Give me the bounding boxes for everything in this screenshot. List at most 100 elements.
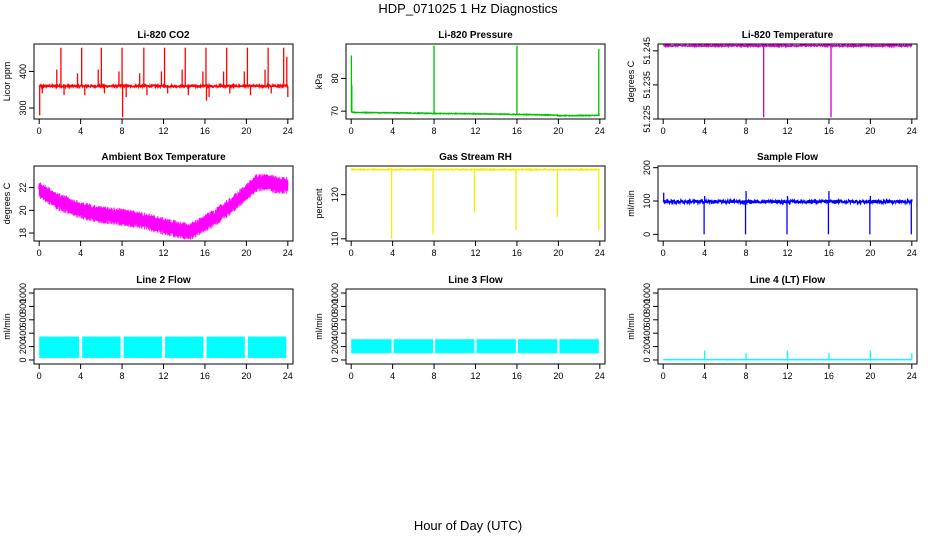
x-tick-label: 16 [512,248,522,258]
panel-title: Sample Flow [757,152,818,163]
panel-line-3-flow: Line 3 Flow ml/min 0 4 8 12 16 20 24 0 20040060080… [314,275,606,381]
x-tick-label: 8 [120,126,125,136]
panel-title: Li-820 CO2 [137,30,190,41]
x-tick-label: 8 [120,248,125,258]
series-line [350,167,601,172]
y-tick-label: 51.225 [642,105,652,133]
x-tick-label: 24 [283,126,293,136]
x-tick-label: 12 [782,248,792,258]
x-tick-label: 8 [432,248,437,258]
data-area [38,173,289,240]
panel-title: Gas Stream RH [439,152,512,163]
flow-band-segment [476,339,516,354]
flow-band-segment [393,339,434,354]
x-tick-label: 0 [37,248,42,258]
x-tick-label: 12 [158,126,168,136]
x-tick-label: 4 [390,248,395,258]
panel-gas-stream-rh: Gas Stream RH percent 0 4 8 12 16 20 24 110 120 [314,152,606,258]
x-tick-label: 16 [824,248,834,258]
flow-band-segment [82,336,121,358]
y-tick-label: 200 [330,339,340,354]
y-axis-label: Licor ppm [2,62,12,102]
x-tick-label: 0 [661,126,666,136]
x-tick-label: 24 [595,248,605,258]
y-axis-label: ml/min [314,313,324,340]
y-tick-label: 100 [642,193,652,208]
y-axis-label: ml/min [626,313,636,340]
y-tick-label: 0 [330,357,340,362]
x-tick-label: 12 [782,371,792,381]
x-tick-label: 4 [390,126,395,136]
x-tick-label: 12 [470,371,480,381]
x-tick-label: 16 [200,126,210,136]
x-tick-label: 20 [241,248,251,258]
y-tick-label: 800 [642,299,652,314]
panel-li820-pressure: Li-820 Pressure kPa 0 4 8 12 16 20 24 70 80 [314,30,606,136]
x-tick-label: 8 [432,371,437,381]
flow-band-segment [559,339,599,354]
x-tick-label: 8 [432,126,437,136]
plot-frame [33,43,294,120]
y-tick-label: 80 [330,73,340,83]
x-tick-label: 4 [702,371,707,381]
y-tick-label: 200 [642,339,652,354]
x-tick-label: 4 [78,248,83,258]
x-tick-label: 8 [744,371,749,381]
x-tick-label: 12 [470,248,480,258]
x-tick-label: 8 [744,126,749,136]
panel-sample-flow: Sample Flow ml/min 0 4 8 12 16 20 24 0 100 200 [626,152,918,258]
y-tick-label: 0 [642,232,652,237]
y-tick-label: 1000 [642,283,652,303]
y-axis-label: ml/min [2,313,12,340]
data-area [38,47,289,118]
y-tick-label: 22 [18,183,28,193]
y-axis-label: percent [314,188,324,219]
x-tick-label: 20 [553,371,563,381]
y-tick-label: 200 [18,339,28,354]
panel-title: Line 4 (LT) Flow [750,275,826,286]
figure-title: HDP_071025 1 Hz Diagnostics [378,1,558,16]
y-tick-label: 800 [18,299,28,314]
data-area [663,350,913,361]
x-tick-label: 0 [349,126,354,136]
x-tick-label: 12 [470,126,480,136]
x-tick-label: 24 [907,371,917,381]
y-tick-label: 110 [330,232,340,246]
y-tick-label: 120 [330,187,340,202]
x-tick-label: 24 [907,248,917,258]
y-axis-label: ml/min [626,190,636,217]
y-tick-label: 600 [330,312,340,327]
x-tick-label: 0 [37,371,42,381]
x-tick-label: 0 [37,126,42,136]
flow-band-segment [39,336,80,358]
y-tick-label: 1000 [330,283,340,303]
data-area [39,336,287,358]
flow-band-segment [247,336,287,358]
x-tick-label: 4 [78,371,83,381]
x-tick-label: 24 [283,371,293,381]
panel-title: Line 3 Flow [448,275,503,286]
y-tick-label: 70 [330,106,340,116]
y-tick-label: 51.245 [642,37,652,65]
x-tick-label: 16 [200,248,210,258]
y-axis-label: kPa [314,74,324,90]
x-tick-label: 16 [824,126,834,136]
x-tick-label: 0 [661,248,666,258]
data-area [663,44,913,118]
y-tick-label: 1000 [18,283,28,303]
panel-li820-temperature: Li-820 Temperature degrees C 0 4 8 12 16 20 24 51… [626,30,918,136]
x-tick-label: 16 [824,371,834,381]
panel-title: Line 2 Flow [136,275,191,286]
y-axis-label: degrees C [626,60,636,102]
panel-line-4-lt-flow: Line 4 (LT) Flow ml/min 0 4 8 12 16 20 24 0 200400… [626,275,918,381]
x-tick-label: 16 [200,371,210,381]
x-tick-label: 4 [390,371,395,381]
flow-band-segment [165,336,204,358]
panel-ambient-box-temperature: Ambient Box Temperature degrees C 0 4 8 12 16 2… [2,152,294,258]
data-area [350,167,601,239]
panel-li820-co2: Li-820 CO2 Licor ppm 0 4 8 12 16 20 24 300 400 [2,30,294,136]
y-tick-label: 400 [18,326,28,341]
flow-band-segment [435,339,475,354]
plot-frame [657,43,918,120]
